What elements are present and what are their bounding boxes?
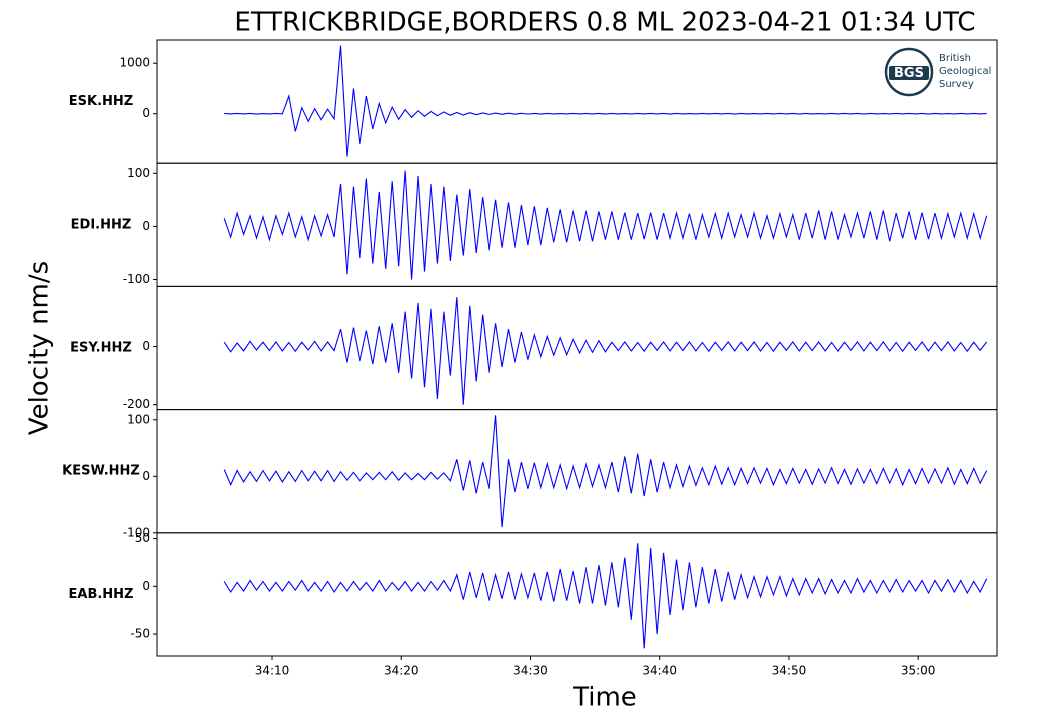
panel: [223, 543, 988, 649]
station-label: ESK.HHZ: [69, 94, 133, 109]
logo-band: [889, 66, 929, 80]
panel: [223, 415, 988, 528]
y-tick-label: 0: [142, 219, 150, 233]
station-label: EAB.HHZ: [69, 587, 134, 602]
x-tick-label: 35:00: [901, 664, 936, 678]
x-tick-label: 34:30: [513, 664, 548, 678]
station-label: KESW.HHZ: [62, 464, 140, 479]
logo-text: Survey: [939, 79, 974, 90]
waveform: [224, 45, 987, 157]
panel-frame: [156, 532, 998, 657]
station-label: EDI.HHZ: [71, 217, 132, 232]
logo-abbr: BGS: [894, 66, 924, 81]
panel: [223, 170, 988, 280]
x-tick-label: 34:50: [772, 664, 807, 678]
logo: BGS British Geological Survey: [884, 47, 991, 97]
chart-title: ETTRICKBRIDGE,BORDERS 0.8 ML 2023-04-21 …: [234, 8, 975, 38]
y-tick-label: 1000: [119, 56, 150, 70]
y-tick-label: 0: [142, 106, 150, 120]
x-tick-label: 34:20: [384, 664, 419, 678]
y-tick-label: -100: [123, 525, 150, 539]
panel: [223, 297, 988, 405]
y-tick-label: -100: [123, 272, 150, 286]
waveform: [223, 170, 988, 280]
x-axis-label: Time: [572, 683, 637, 713]
x-tick-label: 34:40: [642, 664, 677, 678]
y-tick-label: 100: [127, 412, 150, 426]
x-tick-label: 34:10: [255, 664, 290, 678]
y-tick-label: 0: [142, 579, 150, 593]
waveform: [223, 415, 988, 528]
station-label: ESY.HHZ: [70, 341, 132, 356]
waveform: [223, 297, 988, 405]
logo-text: Geological: [939, 66, 991, 77]
waveform: [223, 543, 988, 649]
y-tick-label: 0: [142, 469, 150, 483]
y-tick-label: 0: [142, 339, 150, 353]
y-tick-label: -50: [130, 627, 150, 641]
logo-text: British: [939, 53, 971, 64]
panel: [224, 45, 987, 157]
y-axis-label: Velocity nm/s: [25, 261, 55, 435]
y-tick-label: 50: [135, 531, 150, 545]
y-tick-label: -200: [123, 397, 150, 411]
y-tick-label: 100: [127, 166, 150, 180]
